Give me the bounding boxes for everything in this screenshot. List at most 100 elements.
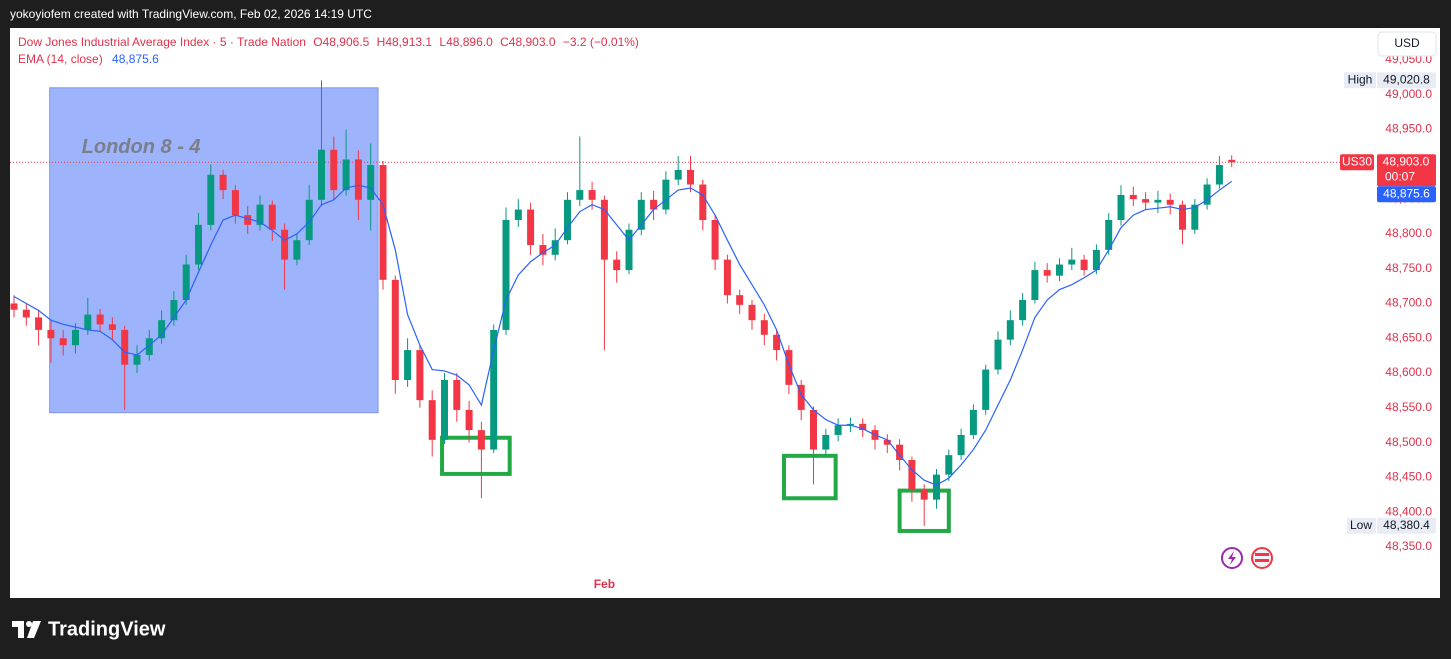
candle-body (883, 439, 891, 445)
session-zone (49, 87, 379, 414)
candle-body (207, 174, 215, 225)
currency-button[interactable] (1377, 31, 1437, 57)
high-value-text: 49,020.8 (1383, 72, 1430, 86)
candle-body (539, 245, 547, 255)
high-label: High (1348, 72, 1373, 86)
ema-line (13, 180, 1233, 486)
candle-body (588, 190, 596, 200)
low-value-text: 48,380.4 (1383, 518, 1430, 532)
currency-label[interactable]: USD (1394, 36, 1420, 50)
y-tick-label: 48,800.0 (1385, 226, 1432, 240)
symbol-box (1340, 154, 1374, 171)
y-tick-label: 48,550.0 (1385, 400, 1432, 414)
candle-body (1228, 159, 1236, 163)
candle-body (785, 350, 793, 385)
candle-body (576, 190, 584, 200)
candle-body (219, 174, 227, 191)
candle-body (1019, 300, 1027, 321)
candle-body (71, 329, 79, 346)
candle-body (1043, 270, 1051, 276)
candle-body (465, 409, 473, 431)
flash-glyph (1228, 551, 1236, 565)
candle-body (982, 369, 990, 410)
flash-icon[interactable] (1221, 547, 1243, 569)
candle-body (194, 224, 202, 265)
toolbar-icons (1221, 547, 1273, 569)
candle-body (367, 165, 375, 200)
candle-body (231, 190, 239, 216)
candle-body (1166, 199, 1174, 205)
candle-body (687, 169, 695, 185)
candle-body (600, 199, 608, 260)
candle-body (502, 220, 510, 330)
candle-body (477, 430, 485, 450)
candle-body (1154, 199, 1162, 203)
logo-part (26, 621, 32, 627)
candle-body (920, 489, 928, 500)
candle-body (699, 184, 707, 220)
ohlc-low: L48,896.0 (439, 35, 493, 49)
indicator-legend: EMA (14, close) 48,875.6 (18, 52, 159, 66)
candle-body (440, 380, 448, 440)
y-tick-label: 48,350.0 (1385, 539, 1432, 553)
candle-body (957, 434, 965, 456)
y-tick-label: 48,600.0 (1385, 365, 1432, 379)
symbol-text: US30 (1342, 154, 1372, 168)
candle-body (1068, 259, 1076, 265)
ema-value-text: 48,875.6 (1383, 186, 1430, 200)
candle-body (514, 209, 522, 220)
candle-body (281, 229, 289, 260)
y-tick-label: 48,700.0 (1385, 296, 1432, 310)
indicator-name: EMA (14, close) (18, 52, 103, 66)
candle-body (342, 159, 350, 191)
candle-body (1092, 249, 1100, 271)
logo-part (27, 621, 41, 638)
y-tick-label: 48,650.0 (1385, 330, 1432, 344)
candle-body (59, 338, 67, 346)
ohlc-open: O48,906.5 (313, 35, 369, 49)
countdown-text: 00:07 (1385, 169, 1415, 183)
indicator-value: 48,875.6 (112, 52, 159, 66)
ohlc-close: C48,903.0 (500, 35, 556, 49)
candle-body (330, 149, 338, 191)
candle-body (662, 179, 670, 210)
candle-body (994, 339, 1002, 370)
highlight-box (440, 435, 512, 476)
candle-body (416, 350, 424, 401)
low-value-box (1377, 517, 1436, 534)
candle-body (22, 309, 30, 318)
y-tick-label: 49,000.0 (1385, 87, 1432, 101)
candle-body (1129, 194, 1137, 200)
candle-body (305, 199, 313, 241)
candle-body (1031, 270, 1039, 300)
plot: London 8 - 4 48,350.0 48,400.0 48,450.0 48,5… (10, 52, 1436, 591)
ohlc-high: H48,913.1 (377, 35, 433, 49)
candle-body (47, 329, 55, 339)
candle-body (1105, 220, 1113, 250)
candle-body (268, 204, 276, 230)
candle-body (908, 460, 916, 490)
chart-title: Dow Jones Industrial Average Index · 5 ·… (18, 35, 306, 49)
candle-body (1117, 194, 1125, 220)
candle-body (182, 264, 190, 300)
candle-body (822, 434, 830, 450)
candle-body (96, 314, 104, 325)
candle-body (1191, 204, 1199, 230)
candle-body (108, 324, 116, 330)
y-tick-label: 48,400.0 (1385, 504, 1432, 518)
candle-body (650, 199, 658, 210)
candle-body (859, 423, 867, 431)
candle-body (379, 165, 387, 280)
candle-body (170, 300, 178, 321)
brand-logo (12, 621, 41, 638)
candle-body (84, 314, 92, 330)
flag-icon[interactable] (1251, 547, 1273, 569)
y-tick-label: 48,950.0 (1385, 122, 1432, 136)
candle-body (760, 320, 768, 335)
candle-body (896, 444, 904, 460)
candle-body (711, 220, 719, 260)
candle-body (244, 215, 252, 225)
candle-body (1080, 259, 1088, 271)
candle-body (453, 380, 461, 410)
